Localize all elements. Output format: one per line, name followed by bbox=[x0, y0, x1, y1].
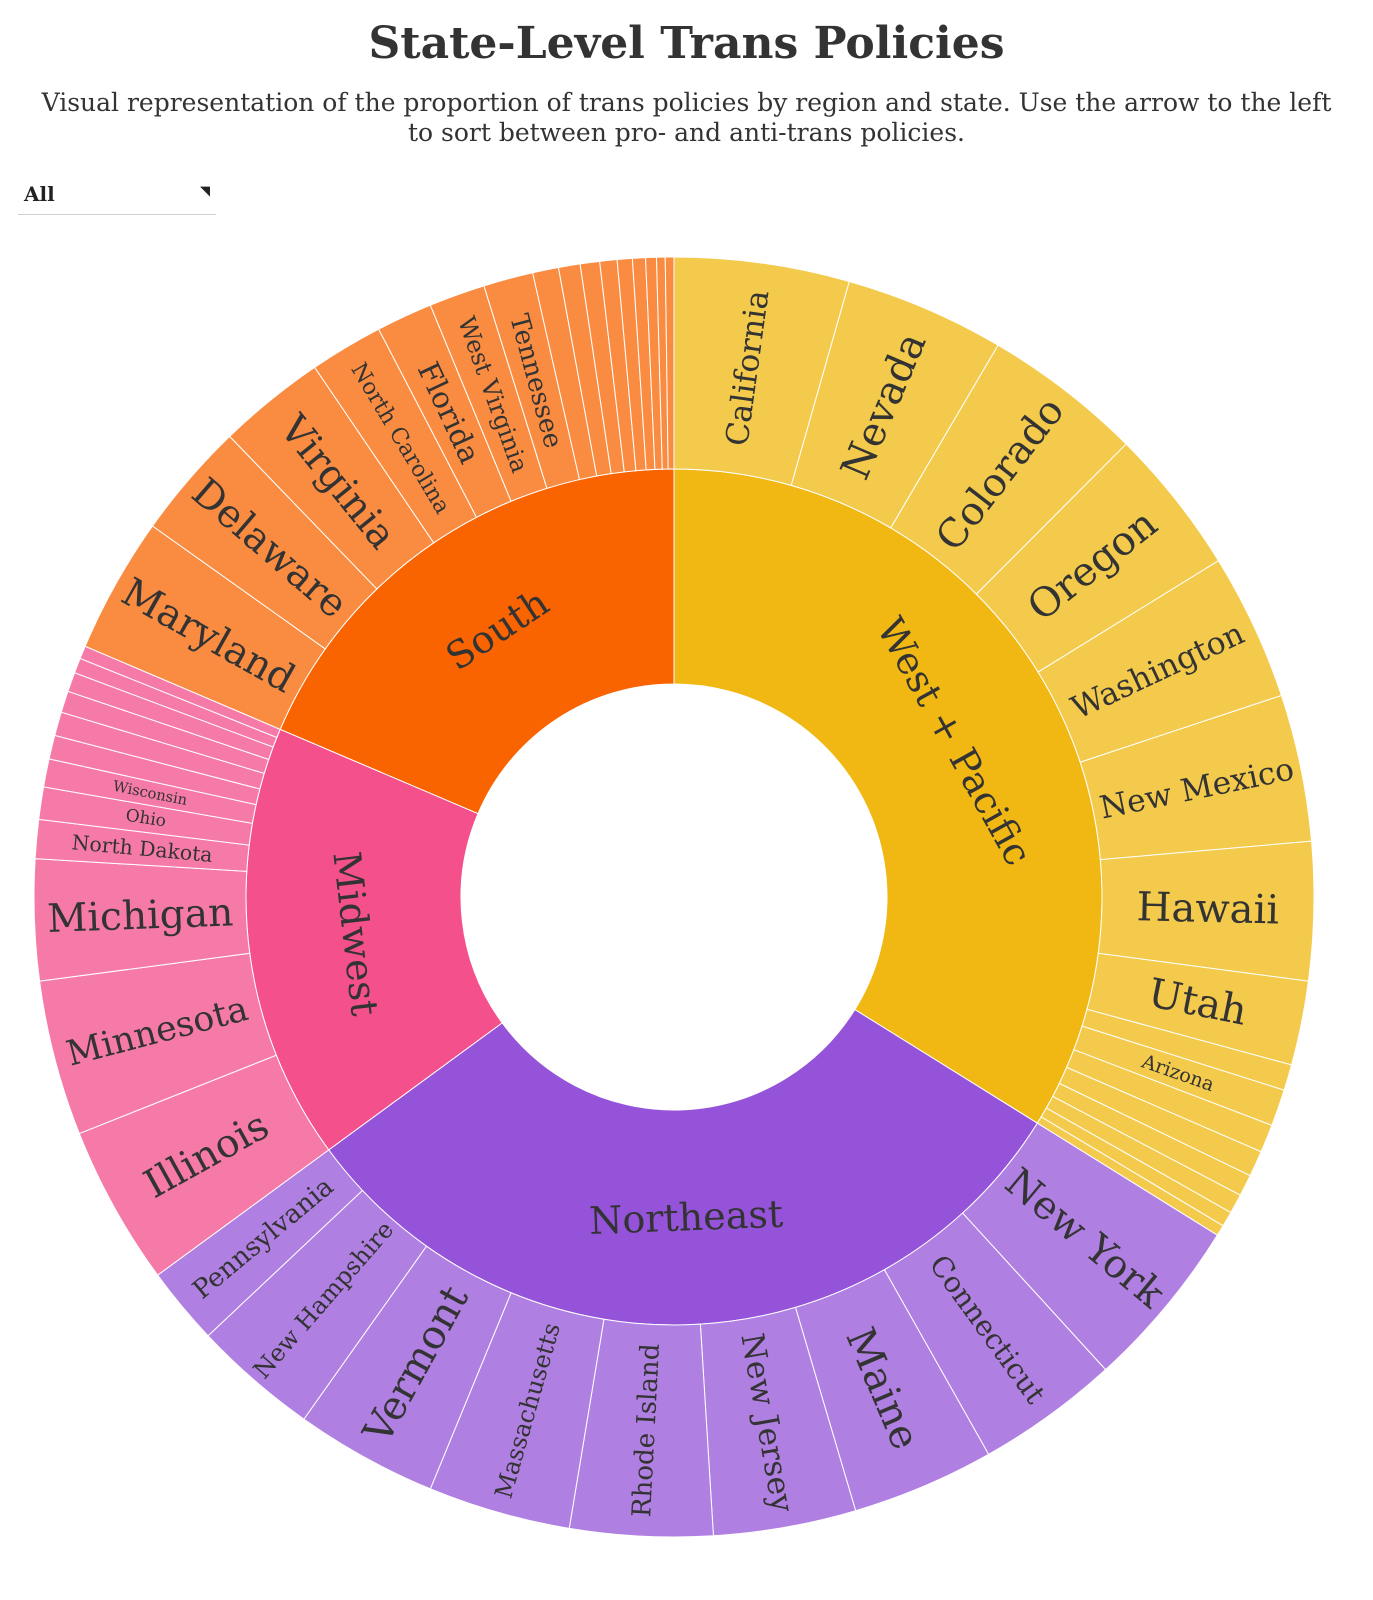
state-slice-south-15[interactable] bbox=[664, 256, 675, 470]
state-label-hawaii: Hawaii bbox=[1136, 884, 1279, 933]
state-label-michigan: Michigan bbox=[47, 890, 235, 942]
chevron-down-icon: ◥ bbox=[200, 184, 210, 199]
policy-filter-value: All bbox=[24, 182, 55, 206]
region-label-northeast: Northeast bbox=[588, 1192, 783, 1243]
chart-subtitle: Visual representation of the proportion … bbox=[41, 88, 1332, 147]
policy-filter-select[interactable]: All ◥ bbox=[18, 176, 216, 215]
chart-title: State-Level Trans Policies bbox=[368, 18, 1005, 69]
